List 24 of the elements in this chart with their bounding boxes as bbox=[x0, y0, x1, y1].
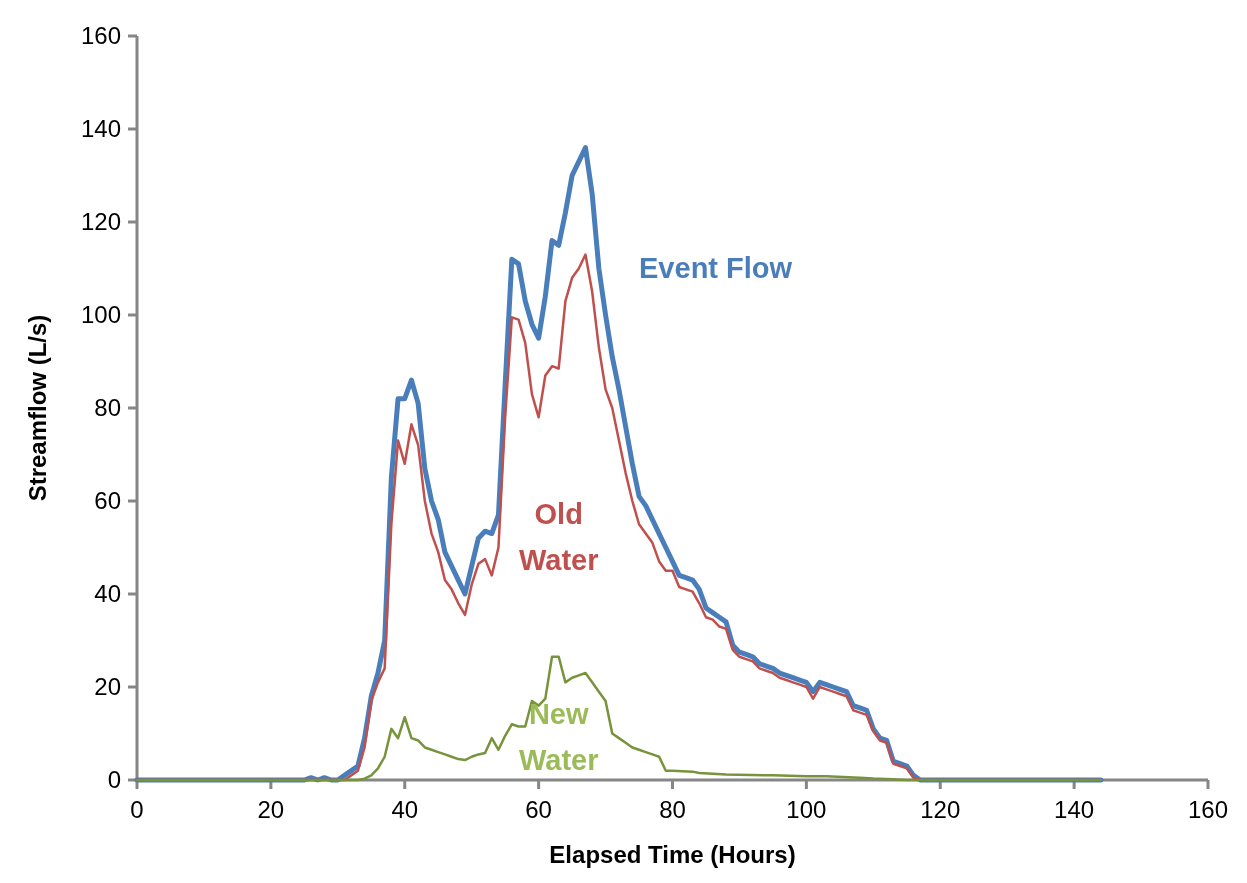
x-tick-label: 0 bbox=[130, 796, 144, 823]
x-tick-label: 60 bbox=[525, 796, 552, 823]
y-tick-label: 40 bbox=[94, 580, 121, 608]
x-tick-label: 20 bbox=[257, 796, 285, 823]
x-tick-label: 120 bbox=[920, 796, 961, 823]
x-tick-label: 40 bbox=[391, 796, 419, 823]
series-label: Old Water bbox=[518, 498, 599, 577]
y-tick-label: 80 bbox=[94, 394, 121, 422]
line-series bbox=[135, 655, 1103, 782]
y-tick-label: 0 bbox=[107, 766, 121, 794]
x-axis-title: Elapsed Time (Hours) bbox=[549, 841, 796, 868]
x-tick-label: 140 bbox=[1054, 796, 1095, 823]
y-tick-label: 20 bbox=[94, 673, 121, 701]
series-label: New Water bbox=[518, 698, 599, 777]
y-tick-label: 100 bbox=[80, 301, 121, 329]
x-tick-label: 100 bbox=[786, 796, 827, 823]
y-tick-label: 140 bbox=[80, 115, 121, 143]
series-label: Event Flow bbox=[639, 251, 793, 284]
x-tick-label: 80 bbox=[659, 796, 686, 823]
y-tick-label: 160 bbox=[80, 22, 121, 50]
y-tick-label: 120 bbox=[80, 208, 121, 236]
y-axis-title: Streamflow (L/s) bbox=[24, 314, 51, 502]
y-tick-label: 60 bbox=[94, 487, 121, 515]
x-tick-label: 160 bbox=[1187, 796, 1229, 823]
